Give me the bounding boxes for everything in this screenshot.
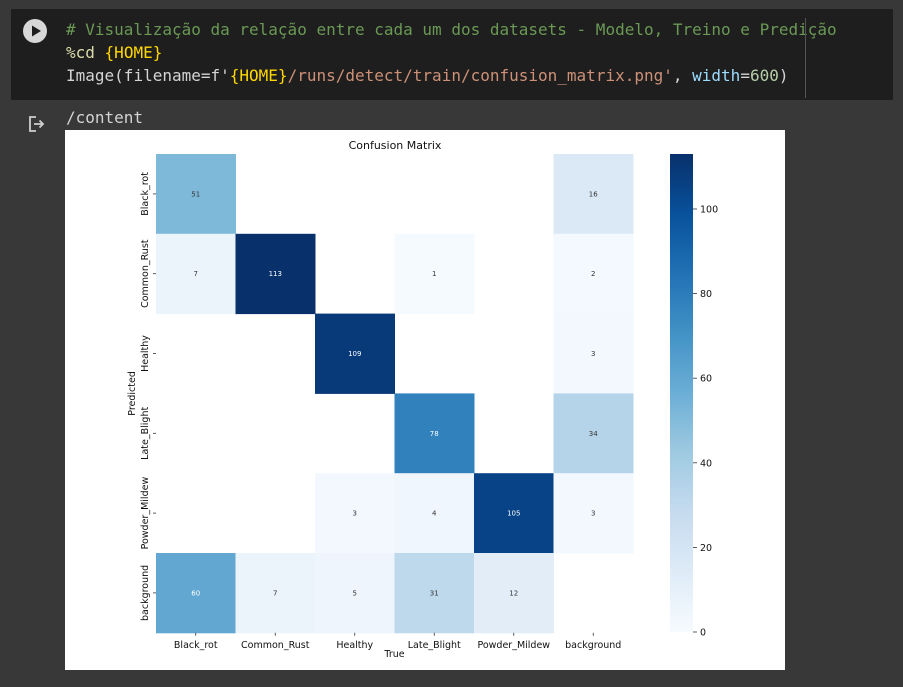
cell-value-label: 16 (589, 190, 598, 198)
output-arrow-icon (29, 116, 45, 132)
code-line-2-arg: {HOME} (104, 43, 163, 62)
cell-value-label: 7 (273, 589, 277, 597)
y-tick-label: Common_Rust (140, 239, 151, 308)
heatmap-cell (235, 233, 316, 315)
y-tick-label: background (140, 565, 151, 621)
code-line-3-fn: Image (66, 66, 115, 85)
cell-value-label: 3 (591, 510, 595, 518)
code-line-3-eq: = (740, 66, 750, 85)
cell-value-label: 105 (507, 510, 520, 518)
heatmap-cell (394, 233, 475, 315)
cell-value-label: 2 (591, 270, 595, 278)
play-icon (32, 25, 41, 37)
heatmap-cell (553, 233, 634, 315)
cell-value-label: 60 (191, 589, 200, 597)
cell-value-label: 5 (353, 589, 357, 597)
colorbar-tick-label: 60 (700, 374, 712, 385)
heatmap-cell (394, 393, 475, 474)
cell-value-label: 113 (269, 270, 282, 278)
cell-value-label: 109 (348, 350, 361, 358)
x-axis-label: True (383, 649, 404, 660)
cell-value-label: 1 (432, 270, 436, 278)
heatmap-cell (394, 473, 475, 554)
y-tick-label: Powder_Mildew (140, 477, 151, 550)
code-cell[interactable] (11, 9, 893, 100)
cell-value-label: 3 (591, 350, 595, 358)
heatmap-cell (315, 313, 395, 394)
y-tick-label: Late_Blight (140, 407, 151, 460)
heatmap-cell (315, 473, 395, 554)
x-tick-label: Common_Rust (241, 640, 310, 651)
code-line-3-str: /runs/detect/train/confusion_matrix.png' (287, 66, 673, 85)
cell-value-label: 78 (430, 430, 439, 438)
heatmap-cell (553, 393, 634, 474)
colorbar-tick-label: 100 (700, 204, 718, 215)
code-line-3-open: (filename=f' (114, 66, 230, 85)
cell-value-label: 7 (194, 270, 198, 278)
y-tick-label: Healthy (140, 335, 151, 372)
heatmap-cell (474, 553, 554, 634)
heatmap-cell (394, 553, 475, 634)
editor-scroll-marker (805, 18, 806, 98)
colorbar (670, 154, 693, 632)
run-cell-button[interactable] (23, 19, 47, 43)
y-axis-label: Predicted (127, 371, 138, 416)
cell-value-label: 12 (509, 589, 518, 597)
x-tick-label: Healthy (336, 640, 373, 651)
code-line-2-magic: %cd (66, 43, 95, 62)
heatmap-cell (474, 473, 554, 554)
colorbar-tick-label: 0 (700, 628, 706, 639)
heatmap-cell (156, 154, 236, 235)
cell-value-label: 34 (589, 430, 598, 438)
code-line-3-close: ) (778, 66, 789, 85)
y-tick-label: Black_rot (140, 172, 151, 216)
code-line-3-brace: {HOME} (229, 66, 288, 85)
colorbar-tick-label: 40 (700, 458, 712, 469)
code-line-1: # Visualização da relação entre cada um … (66, 20, 837, 39)
heatmap-cell (235, 553, 316, 634)
code-line-3-num: 600 (749, 66, 779, 85)
code-line-3-sep: , (672, 66, 693, 85)
heatmap-cell (553, 473, 634, 554)
heatmap-cell (553, 154, 634, 235)
x-tick-label: background (565, 640, 621, 651)
heatmap-cell (553, 313, 634, 394)
chart-title: Confusion Matrix (349, 139, 442, 152)
confusion-matrix-image: Confusion Matrix 51 16 7 113 1 2 109 3 78 34 3 4 105 3… (65, 130, 785, 670)
code-editor[interactable]: # Visualização da relação entre cada um … (66, 18, 837, 87)
colorbar-tick-label: 20 (700, 543, 712, 554)
cell-value-label: 4 (432, 510, 437, 518)
cell-value-label: 51 (191, 190, 200, 198)
heatmap-cell (156, 553, 236, 634)
code-line-3-kw: width (692, 66, 741, 85)
x-tick-label: Late_Blight (408, 640, 461, 651)
x-tick-label: Black_rot (174, 640, 218, 651)
cell-value-label: 31 (430, 589, 439, 597)
x-tick-label: Powder_Mildew (477, 640, 550, 651)
colorbar-tick-label: 80 (700, 289, 712, 300)
output-text: /content (66, 108, 144, 127)
heatmap-cell (315, 553, 395, 634)
cell-value-label: 3 (353, 510, 357, 518)
heatmap-cell (156, 233, 236, 315)
